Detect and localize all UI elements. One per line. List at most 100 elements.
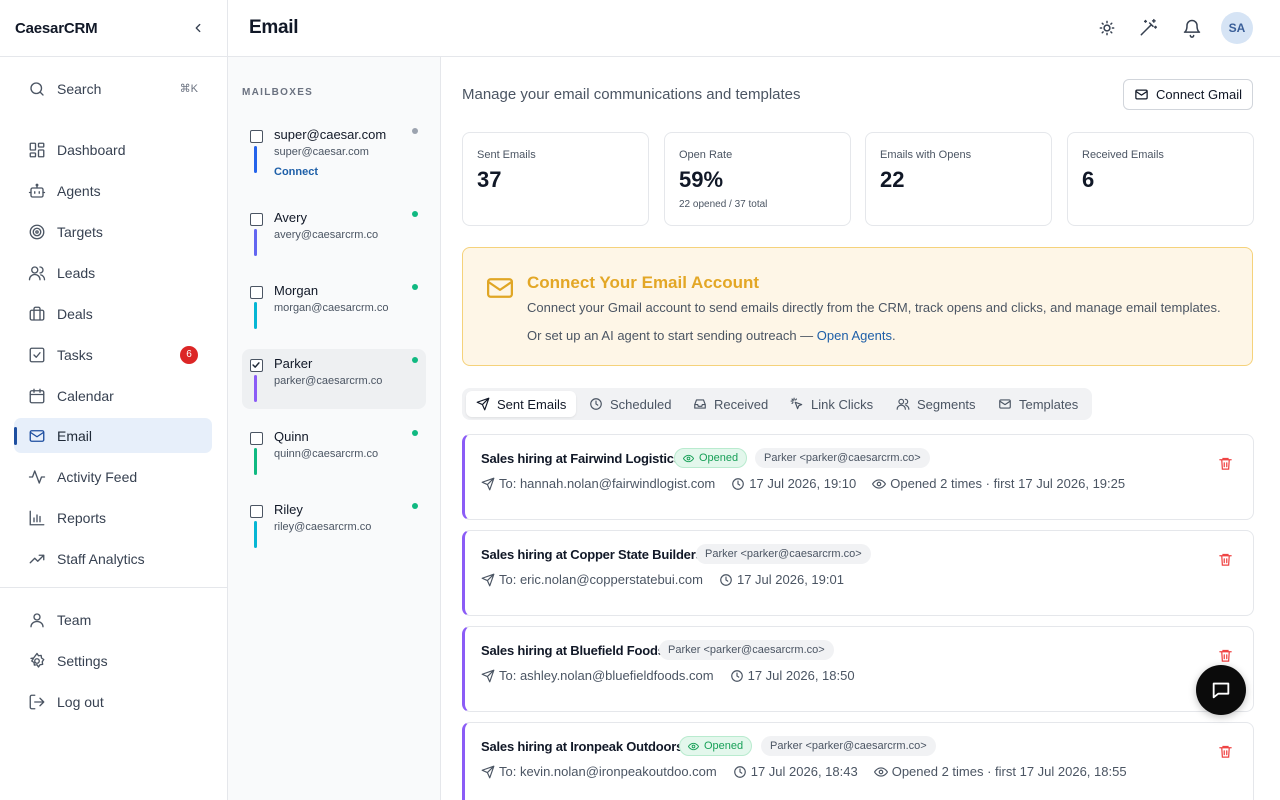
mailbox-color-bar (254, 448, 257, 475)
email-tabs: Sent Emails Scheduled Received Link Clic… (462, 388, 1092, 420)
sidebar-item-label: Dashboard (57, 141, 126, 158)
email-row[interactable]: Sales hiring at Fairwind Logistics Opene… (462, 434, 1254, 520)
email-recipient: To: ashley.nolan@bluefieldfoods.com (499, 668, 714, 683)
send-icon (481, 573, 495, 586)
send-icon (481, 669, 495, 682)
trash-icon[interactable] (1218, 552, 1233, 567)
sidebar-item-label: Deals (57, 305, 93, 322)
stat-label: Received Emails (1082, 149, 1164, 161)
open-agents-link[interactable]: Open Agents (816, 328, 892, 343)
status-dot (412, 211, 418, 217)
sidebar-item-email[interactable]: Email (14, 418, 212, 453)
email-subject: Sales hiring at Fairwind Logistics (481, 451, 681, 466)
sidebar-item-activity-feed[interactable]: Activity Feed (14, 459, 212, 494)
mailbox-checkbox[interactable] (250, 286, 263, 299)
sidebar-item-settings[interactable]: Settings (14, 643, 212, 678)
connect-gmail-label: Connect Gmail (1156, 87, 1242, 102)
trash-icon[interactable] (1218, 456, 1233, 471)
sidebar-item-targets[interactable]: Targets (14, 214, 212, 249)
dashboard-icon (29, 142, 45, 157)
email-subject: Sales hiring at Copper State Builders (481, 547, 703, 562)
mailbox-checkbox[interactable] (250, 359, 263, 372)
status-dot (412, 128, 418, 134)
sidebar-item-reports[interactable]: Reports (14, 500, 212, 535)
sun-icon[interactable] (1097, 18, 1117, 38)
avatar[interactable]: SA (1221, 12, 1253, 44)
tab-link-clicks[interactable]: Link Clicks (780, 391, 883, 417)
mailbox-email: morgan@caesarcrm.co (274, 302, 389, 314)
tab-scheduled[interactable]: Scheduled (579, 391, 681, 417)
email-meta: To: kevin.nolan@ironpeakoutdoo.com 17 Ju… (481, 764, 1127, 779)
inbox-icon (694, 399, 706, 409)
email-subject: Sales hiring at Bluefield Foods (481, 643, 665, 658)
email-row[interactable]: Sales hiring at Ironpeak Outdoors Opened… (462, 722, 1254, 800)
connect-email-alert: Connect Your Email Account Connect your … (462, 247, 1253, 366)
mailbox-checkbox[interactable] (250, 505, 263, 518)
mailbox-item-parker[interactable]: Parker parker@caesarcrm.co (242, 349, 426, 409)
sidebar-item-label: Leads (57, 264, 96, 281)
users-icon (896, 398, 910, 410)
alert-text: Connect your Gmail account to send email… (527, 300, 1221, 315)
tab-templates[interactable]: Templates (988, 391, 1088, 417)
check-square-icon (29, 347, 45, 362)
email-sent-time: 17 Jul 2026, 18:43 (750, 764, 858, 779)
mailbox-connect-link[interactable]: Connect (274, 166, 318, 178)
tab-label: Link Clicks (811, 396, 874, 412)
mailbox-checkbox[interactable] (250, 432, 263, 445)
pointer-click-icon (790, 397, 803, 410)
trash-icon[interactable] (1218, 744, 1233, 759)
sidebar-item-deals[interactable]: Deals (14, 296, 212, 331)
email-opens: Opened 2 times · first 17 Jul 2026, 18:5… (891, 764, 1127, 779)
sidebar-item-logout[interactable]: Log out (14, 684, 212, 719)
mailbox-item-morgan[interactable]: Morgan morgan@caesarcrm.co (242, 276, 426, 336)
sidebar-item-tasks[interactable]: Tasks 6 (14, 337, 212, 372)
sidebar-item-dashboard[interactable]: Dashboard (14, 132, 212, 167)
email-recipient: To: hannah.nolan@fairwindlogist.com (499, 476, 716, 491)
status-badge-label: Opened (699, 452, 739, 464)
stat-card-received: Received Emails 6 (1067, 132, 1254, 226)
trending-up-icon (29, 554, 45, 563)
search-shortcut: ⌘K (179, 83, 198, 95)
email-row[interactable]: Sales hiring at Bluefield Foods Parker <… (462, 626, 1254, 712)
mailbox-item-avery[interactable]: Avery avery@caesarcrm.co (242, 203, 426, 263)
tab-label: Scheduled (610, 396, 672, 412)
email-meta: To: hannah.nolan@fairwindlogist.com 17 J… (481, 476, 1125, 491)
bell-icon[interactable] (1182, 18, 1202, 38)
eye-icon (683, 454, 694, 462)
tab-label: Sent Emails (497, 396, 567, 412)
connect-gmail-button[interactable]: Connect Gmail (1123, 79, 1253, 110)
mailbox-item-quinn[interactable]: Quinn quinn@caesarcrm.co (242, 422, 426, 482)
sidebar-item-leads[interactable]: Leads (14, 255, 212, 290)
chevron-left-icon[interactable] (191, 21, 205, 35)
sender-badge: Parker <parker@caesarcrm.co> (659, 640, 834, 660)
sidebar-item-calendar[interactable]: Calendar (14, 378, 212, 413)
mailbox-item-riley[interactable]: Riley riley@caesarcrm.co (242, 495, 426, 555)
check-icon (252, 362, 260, 368)
chat-button[interactable] (1196, 665, 1246, 715)
email-row[interactable]: Sales hiring at Copper State Builders Pa… (462, 530, 1254, 616)
tab-segments[interactable]: Segments (886, 391, 986, 417)
sidebar-item-label: Reports (57, 509, 107, 526)
tab-received[interactable]: Received (683, 391, 778, 417)
sidebar-item-staff-analytics[interactable]: Staff Analytics (14, 541, 212, 576)
mailbox-checkbox[interactable] (250, 130, 263, 143)
sidebar-item-label: Team (57, 611, 92, 628)
brand-logo: CaesarCRM (15, 19, 98, 37)
sidebar-search[interactable]: Search ⌘K (14, 71, 212, 106)
sidebar-item-team[interactable]: Team (14, 602, 212, 637)
top-header: Email SA (228, 0, 1280, 57)
mailbox-name: Morgan (274, 283, 319, 298)
sidebar: CaesarCRM Search ⌘K Dashboard Agents Tar… (0, 0, 228, 800)
magic-wand-icon[interactable] (1138, 18, 1158, 38)
sidebar-item-agents[interactable]: Agents (14, 173, 212, 208)
tab-sent-emails[interactable]: Sent Emails (466, 391, 577, 417)
mailbox-color-bar (254, 146, 257, 173)
sidebar-item-label: Email (57, 427, 93, 444)
status-dot (412, 503, 418, 509)
sidebar-item-label: Settings (57, 652, 108, 669)
email-recipient: To: eric.nolan@copperstatebui.com (499, 572, 703, 587)
page-subtitle: Manage your email communications and tem… (462, 86, 801, 103)
mailbox-checkbox[interactable] (250, 213, 263, 226)
mailbox-item-super[interactable]: super@caesar.com super@caesar.com Connec… (242, 120, 426, 182)
trash-icon[interactable] (1218, 648, 1233, 663)
